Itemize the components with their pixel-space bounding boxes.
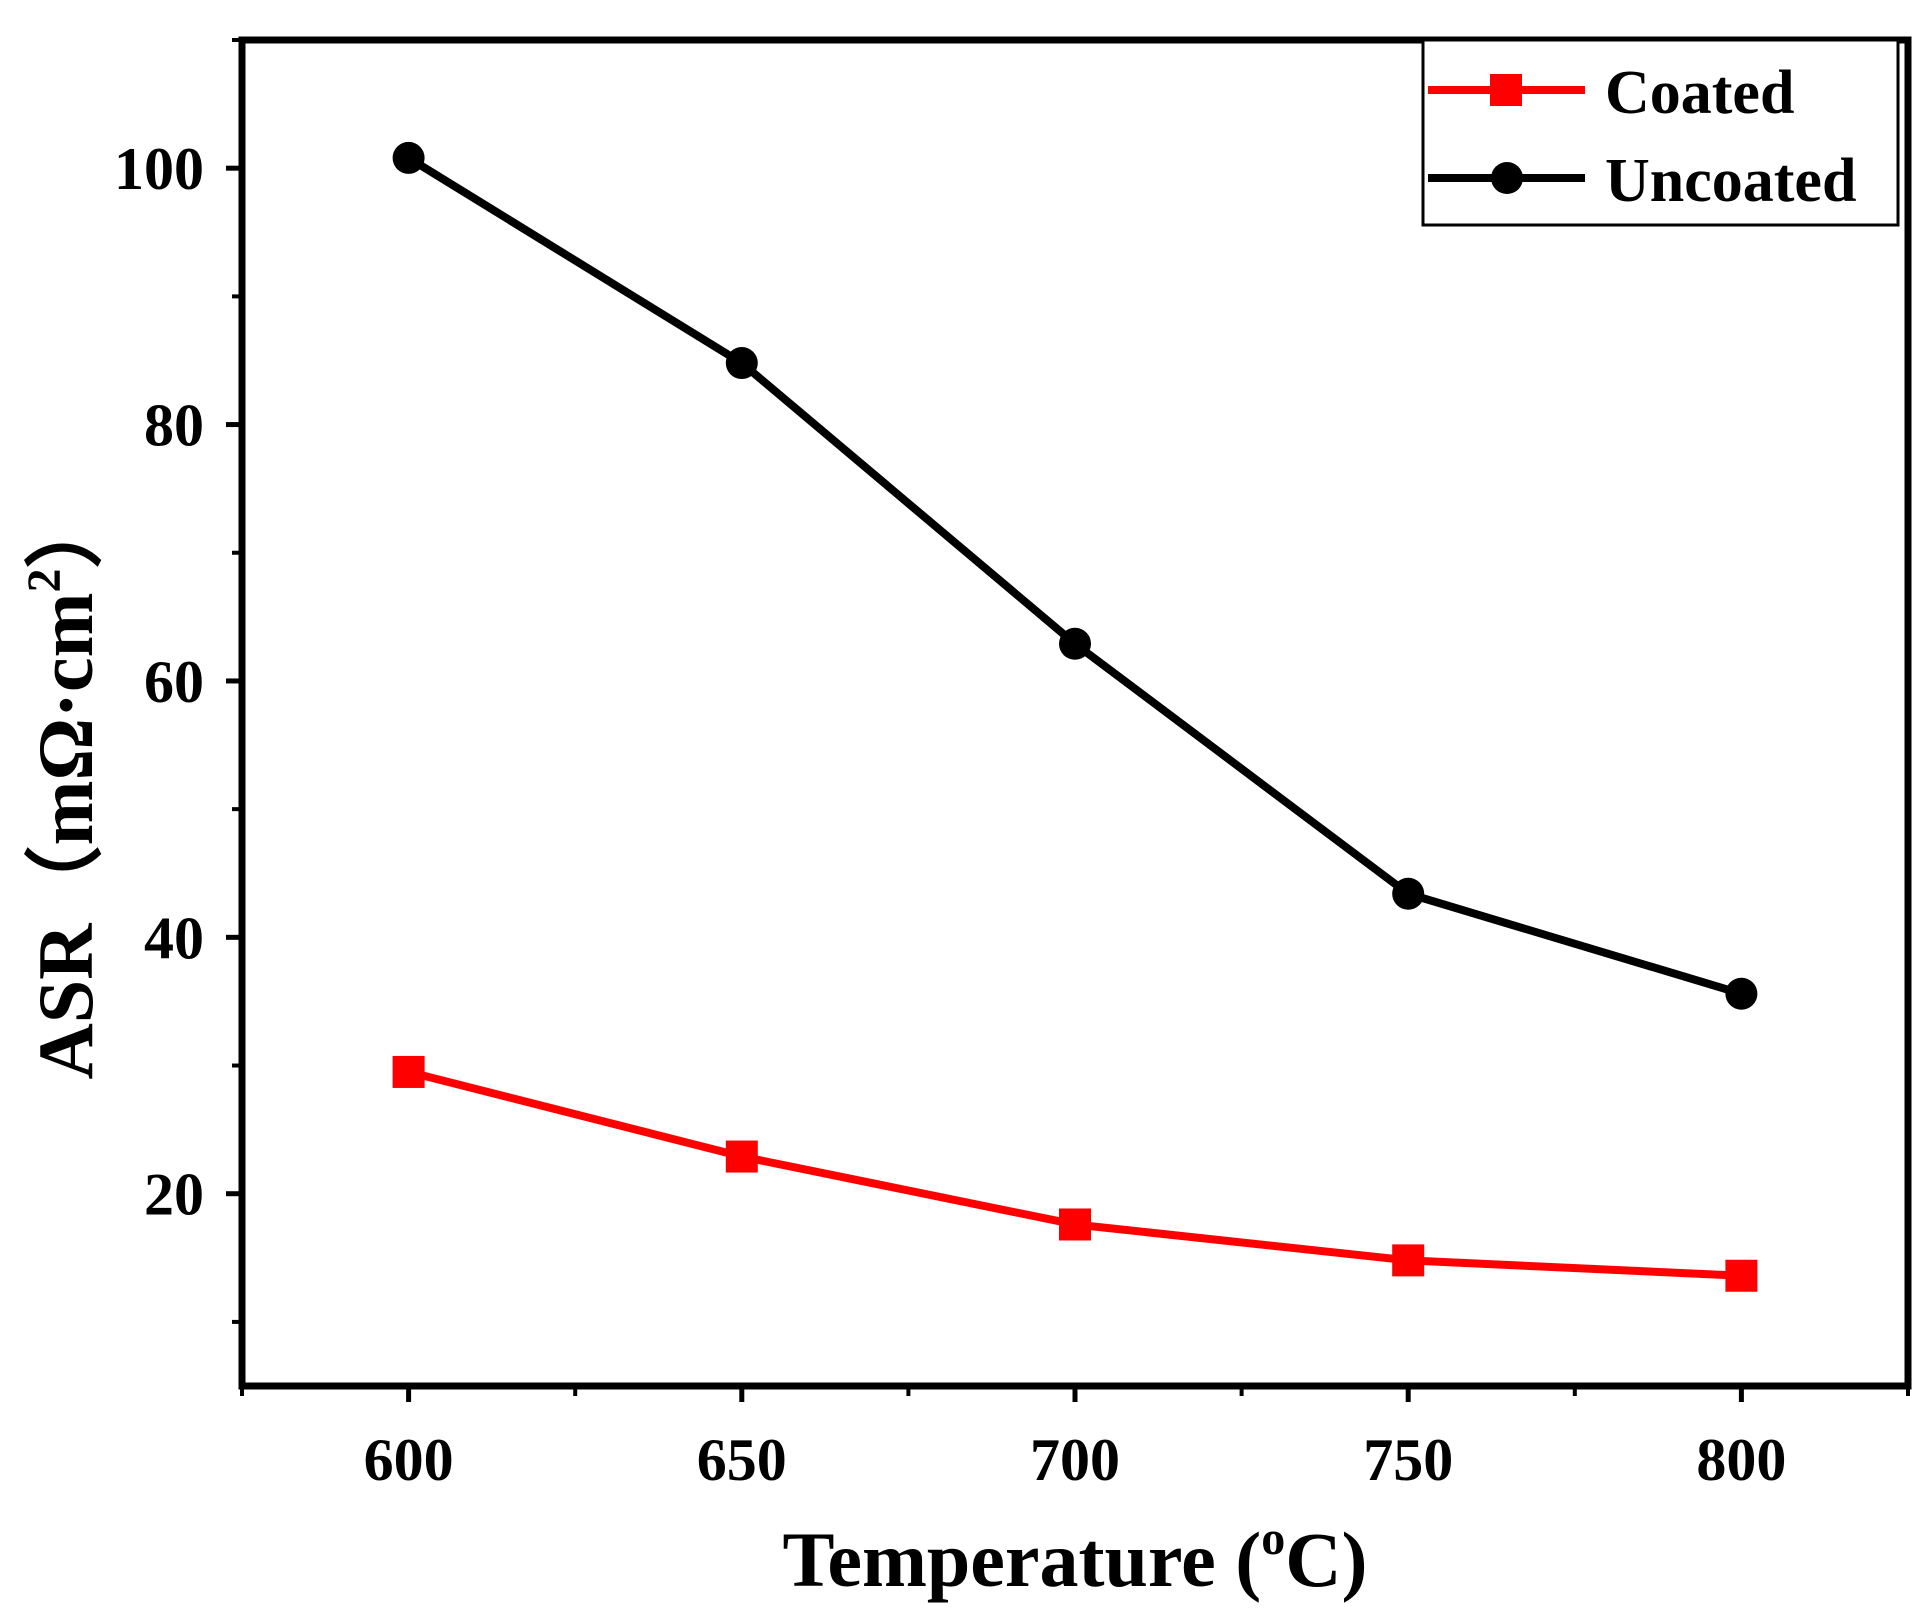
x-tick-label: 600 [364,1427,454,1493]
data-point-uncoated [725,347,758,380]
y-tick-label: 60 [144,649,204,715]
data-point-uncoated [1059,627,1091,660]
y-axis-title: ASR（mΩ·cm2） [18,490,109,1079]
data-point-coated [1059,1208,1091,1241]
y-tick-label: 80 [144,393,204,459]
data-point-uncoated [1725,977,1758,1010]
data-point-uncoated [1392,877,1425,910]
y-tick-label: 20 [144,1162,204,1228]
series-line-coated [407,1068,1742,1280]
x-axis-title: Temperature (oC) [782,1512,1367,1603]
data-series [392,141,1758,1292]
data-point-coated [1392,1244,1425,1277]
legend-marker-uncoated [1491,162,1523,194]
data-point-coated [725,1140,758,1173]
series-uncoated [392,141,1758,1010]
legend-marker-coated [1490,74,1522,106]
data-point-uncoated [392,141,425,174]
y-tick-label: 100 [114,136,204,202]
x-tick-label: 650 [697,1427,787,1493]
data-point-coated [1725,1259,1758,1292]
y-tick-label: 40 [144,905,204,971]
legend: Coated Uncoated [1421,38,1900,227]
series-coated [392,1055,1758,1292]
x-tick-label: 700 [1030,1427,1120,1493]
legend-label-coated: Coated [1605,59,1794,127]
x-tick-label: 800 [1696,1427,1786,1493]
plot-frame [238,36,1912,1390]
axis-ticks [226,38,1910,1402]
data-point-coated [392,1055,425,1088]
x-tick-label: 750 [1363,1427,1453,1493]
legend-label-uncoated: Uncoated [1605,147,1856,215]
axis-tick-labels: 600 650 700 750 800 20 40 60 80 100 [114,136,1786,1493]
series-line-uncoated [406,154,1743,998]
legend-box [1421,38,1900,227]
